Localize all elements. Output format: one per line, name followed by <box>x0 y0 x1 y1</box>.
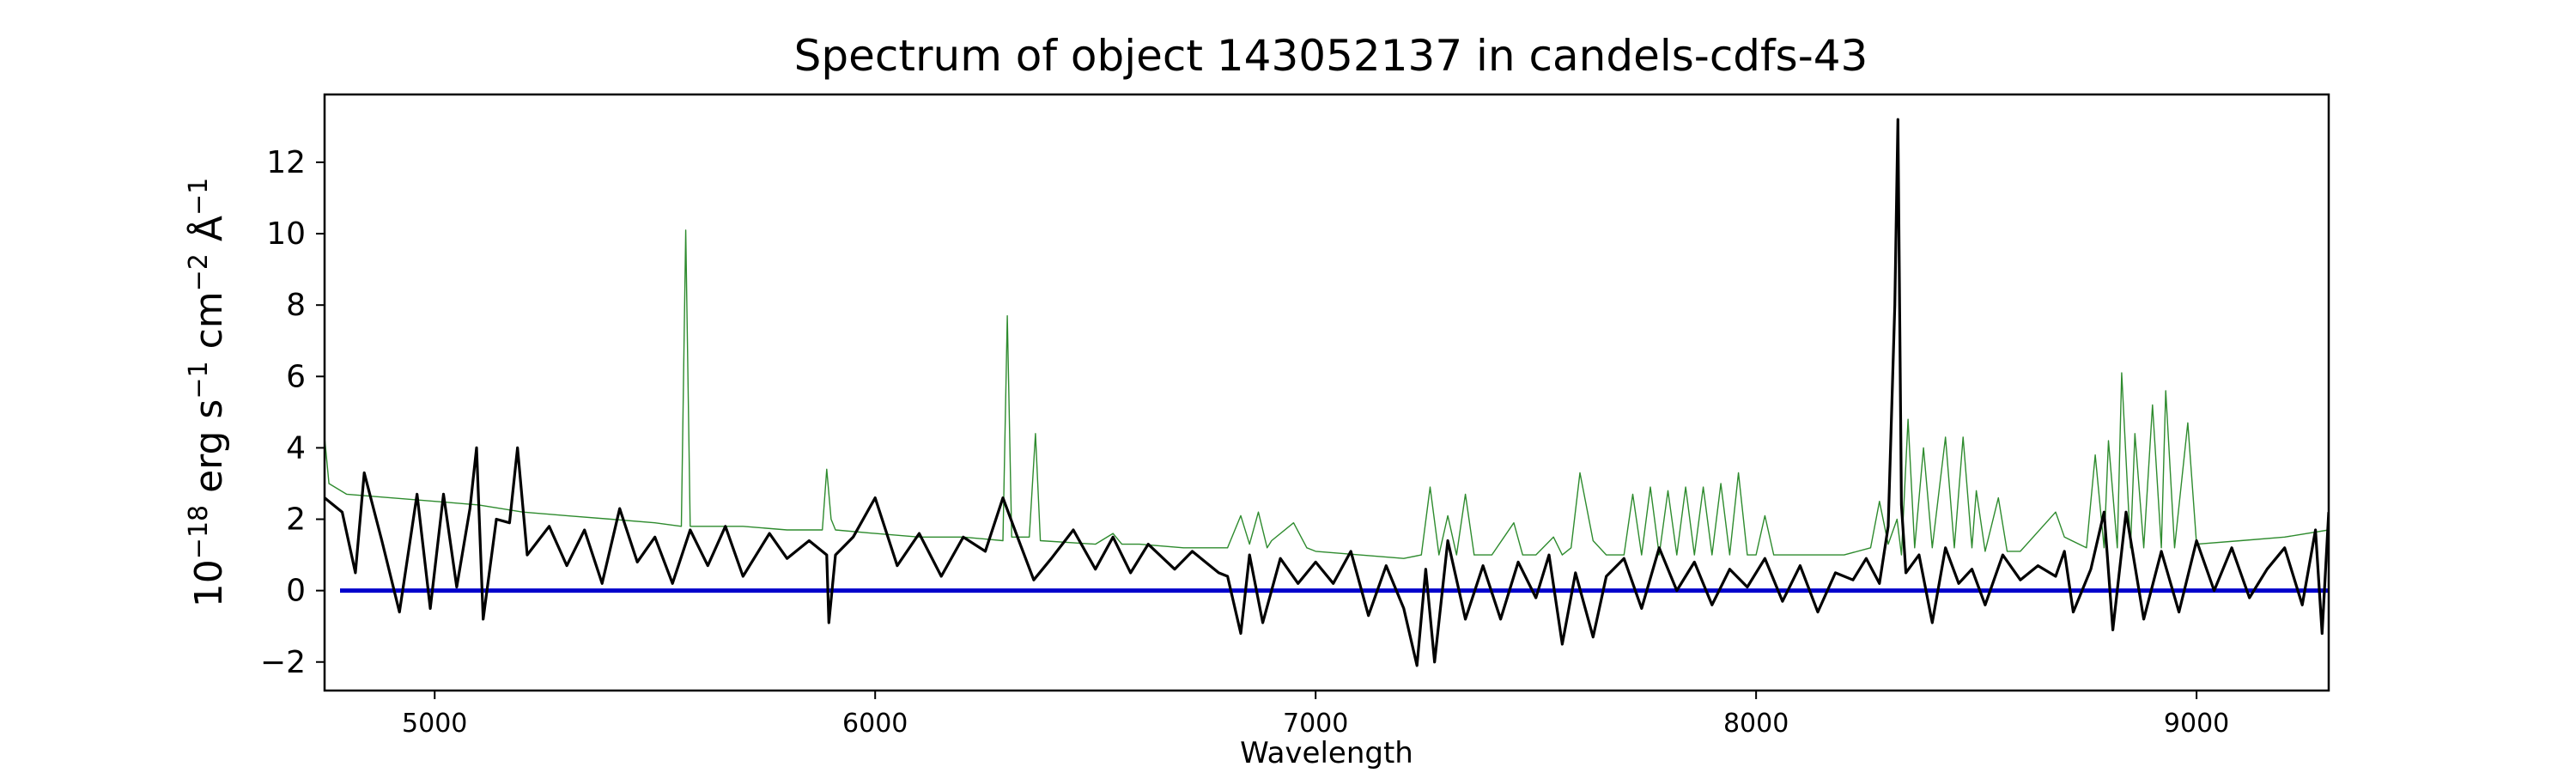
series-layer <box>325 118 2329 667</box>
y-tick-label: 0 <box>286 574 306 609</box>
y-label-exp-3: −2 <box>184 253 214 291</box>
y-axis-label: 10−18 erg s−1 cm−2 Å−1 <box>184 178 232 607</box>
y-tick-label: 4 <box>286 430 306 466</box>
x-ticks: 5000 6000 7000 8000 9000 <box>402 691 2229 739</box>
x-tick-label: 7000 <box>1283 709 1348 739</box>
y-tick-label: 8 <box>286 288 306 323</box>
y-tick-label: 2 <box>286 502 306 538</box>
x-tick-label: 5000 <box>402 709 467 739</box>
x-tick-label: 8000 <box>1723 709 1789 739</box>
plot-frame <box>323 93 2330 692</box>
x-axis-label: Wavelength <box>1240 736 1413 770</box>
y-label-exp-4: −1 <box>184 178 214 216</box>
y-label-unit-3: Å <box>185 216 231 253</box>
y-tick-label: 6 <box>286 359 306 394</box>
y-label-exp-1: −18 <box>184 505 214 559</box>
series-sky-line <box>325 229 2329 559</box>
series-flux-line <box>325 118 2329 667</box>
y-label-unit-1: erg s <box>187 399 231 505</box>
y-ticks: −2 0 2 4 6 8 10 12 <box>260 145 325 680</box>
chart-title: Spectrum of object 143052137 in candels-… <box>794 31 1868 81</box>
x-tick-label: 6000 <box>842 709 908 739</box>
y-tick-label: 10 <box>266 216 306 252</box>
y-tick-label: 12 <box>266 145 306 180</box>
y-label-unit-2: cm <box>187 291 231 361</box>
y-label-exp-2: −1 <box>184 361 214 399</box>
y-label-base: 10 <box>187 559 231 607</box>
x-tick-label: 9000 <box>2164 709 2229 739</box>
y-tick-label: −2 <box>260 645 306 680</box>
